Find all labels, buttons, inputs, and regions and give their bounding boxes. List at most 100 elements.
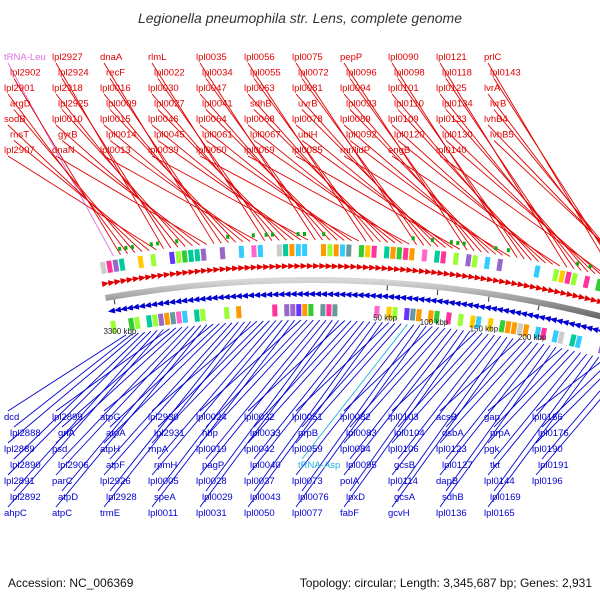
callout-line: [439, 93, 582, 271]
reverse-gene-arrow: [519, 311, 528, 318]
reverse-gene-arrow: [423, 297, 431, 304]
gene-label-sdhb: sdhB: [442, 492, 464, 503]
feature-marker: [124, 245, 128, 251]
forward-gene-arrow: [300, 263, 308, 270]
feature-block: [533, 265, 541, 278]
gene-label-lpl0039: lpl0039: [148, 145, 179, 156]
reverse-gene-arrow: [301, 290, 309, 297]
callout-line: [487, 62, 600, 253]
forward-gene-arrow: [443, 270, 451, 277]
gene-label-lpl0077: lpl0077: [292, 508, 323, 519]
callout-line: [55, 326, 183, 444]
feature-block: [574, 335, 583, 349]
gene-label-lpl0104: lpl0104: [394, 428, 425, 439]
feature-block: [396, 247, 403, 260]
gene-label-lpl0030: lpl0030: [148, 83, 179, 94]
gene-label-pagp: pagP: [202, 460, 224, 471]
gene-label-lpl0092: lpl0092: [346, 130, 377, 141]
forward-gene-arrow: [590, 296, 598, 303]
reverse-gene-arrow: [192, 296, 200, 303]
forward-gene-arrow: [511, 280, 519, 287]
feature-block: [390, 246, 396, 259]
reverse-gene-arrow: [555, 318, 564, 325]
feature-block: [568, 333, 577, 347]
reverse-gene-arrow: [113, 306, 122, 313]
callout-line: [205, 319, 308, 428]
gene-label-lpl0121: lpl0121: [436, 52, 467, 63]
feature-block: [199, 308, 206, 322]
gene-label-lpl0046: lpl0046: [148, 114, 179, 125]
reverse-gene-arrow: [144, 301, 152, 308]
gene-label-pepp: pepP: [340, 52, 362, 63]
forward-gene-arrow: [219, 266, 227, 273]
reverse-gene-arrow: [368, 292, 376, 299]
forward-gene-arrow: [572, 292, 580, 299]
gene-label-trme: trmE: [100, 508, 120, 519]
gene-label-lpl0072: lpl0072: [298, 68, 329, 79]
reverse-gene-arrow: [180, 297, 188, 304]
gene-label-lpl2888: lpl2888: [10, 428, 41, 439]
gene-label-lpl2925: lpl2925: [58, 99, 89, 110]
callout-line: [535, 378, 600, 444]
gene-label-dapb: dapB: [436, 476, 458, 487]
gene-label-lpl0078: lpl0078: [292, 114, 323, 125]
gene-label-lpl0009: lpl0009: [106, 99, 137, 110]
gene-label-lpl2889: lpl2889: [4, 444, 35, 455]
forward-gene-arrow: [306, 263, 314, 269]
feature-block: [169, 311, 177, 325]
reverse-gene-arrow: [150, 301, 158, 308]
gene-label-lpl0061: lpl0061: [202, 130, 233, 141]
reverse-gene-arrow: [265, 291, 273, 298]
feature-block: [522, 324, 530, 337]
forward-gene-arrow: [157, 272, 165, 279]
feature-block: [257, 244, 264, 258]
forward-gene-arrow: [461, 272, 470, 279]
forward-gene-arrow: [244, 264, 252, 271]
gene-label-lpl0136: lpl0136: [436, 508, 467, 519]
gene-label-lpl0042: lpl0042: [244, 444, 275, 455]
callout-line: [55, 155, 208, 245]
callout-line: [535, 399, 600, 476]
feature-block: [175, 311, 183, 324]
callout-line: [295, 124, 446, 248]
callout-line: [13, 109, 136, 253]
feature-block: [558, 270, 566, 283]
callout-line: [349, 327, 439, 428]
gene-label-sodb: sodB: [4, 114, 26, 125]
reverse-gene-arrow: [453, 300, 461, 307]
gene-label-lpl0022: lpl0022: [154, 68, 185, 79]
feature-block: [320, 304, 326, 317]
reverse-gene-arrow: [338, 291, 346, 298]
callout-line: [157, 319, 289, 492]
gene-label-lpl2907: lpl2907: [4, 145, 35, 156]
scale-tick-label: 100 kbp: [420, 318, 449, 327]
callout-line: [343, 62, 468, 251]
feature-block: [533, 326, 542, 340]
gene-label-lpl2930: lpl2930: [148, 412, 179, 423]
gene-label-lpl0055: lpl0055: [250, 68, 281, 79]
gene-label-lpl2899: lpl2899: [52, 412, 83, 423]
feature-block: [504, 320, 512, 334]
reverse-gene-arrow: [247, 292, 255, 299]
callout-line: [55, 325, 195, 476]
callout-line: [247, 155, 410, 245]
feature-block: [276, 244, 282, 257]
reverse-gene-arrow: [543, 316, 552, 323]
callout-line: [391, 62, 518, 258]
gene-label-gyrb: gyrB: [58, 130, 78, 141]
callout-line: [439, 341, 532, 444]
reverse-callout-lines: [7, 319, 600, 508]
gene-label-hbp: hbp: [202, 428, 218, 439]
reverse-gene-arrow: [441, 299, 449, 306]
callout-line: [295, 322, 390, 412]
forward-gene-arrow: [138, 275, 147, 282]
feature-marker: [575, 261, 580, 266]
callout-line: [151, 62, 266, 242]
callout-line: [439, 346, 557, 508]
callout-line: [343, 155, 511, 257]
callout-line: [295, 93, 432, 247]
callout-line: [487, 93, 600, 244]
callout-line: [7, 332, 139, 444]
gene-label-lpl0110: lpl0110: [394, 99, 424, 110]
feature-block: [151, 314, 159, 327]
